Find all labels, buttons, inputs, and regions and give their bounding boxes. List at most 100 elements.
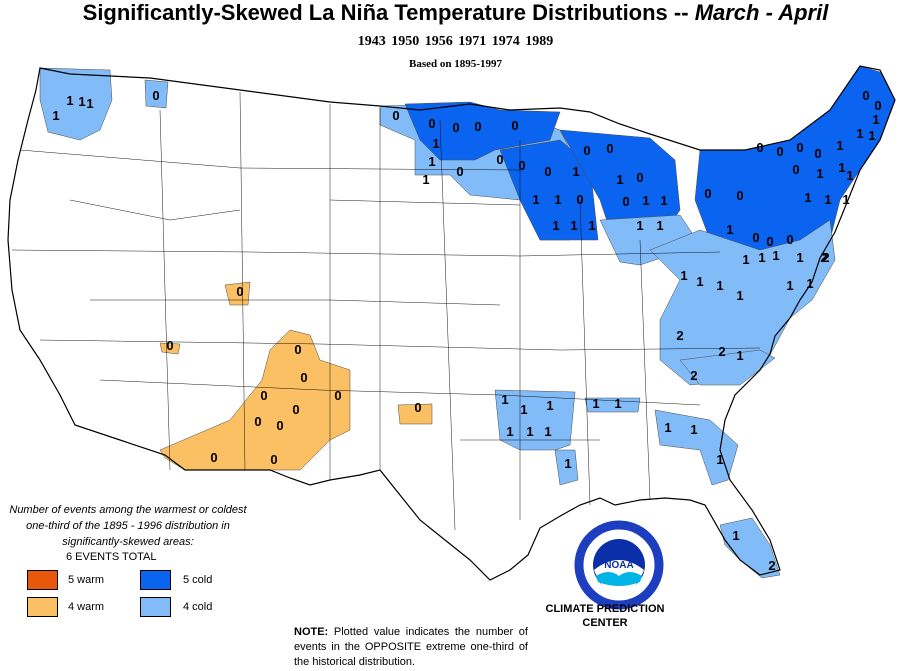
map-value-label: 1 [816,166,823,181]
map-value-label: 1 [664,420,671,435]
title-period: March - April [694,0,829,25]
map-value-label: 1 [544,424,551,439]
map-value-label: 1 [506,424,513,439]
map-value-label: 0 [636,170,643,185]
us-outline [7,65,896,581]
region-nevada-south [159,342,181,355]
map-value-label: 1 [570,218,577,233]
map-value-label: 0 [776,144,783,159]
map-value-label: 1 [842,192,849,207]
title-main: Significantly-Skewed La Niña Temperature… [82,0,689,25]
map-value-label: 0 [874,98,881,113]
map-value-label: 2 [690,368,697,383]
map-value-label: 1 [772,248,779,263]
map-value-label: 1 [526,424,533,439]
region-great-basin [224,281,251,306]
map-value-label: 1 [572,164,579,179]
legend-total: 6 EVENTS TOTAL [66,551,157,563]
map-value-label: 1 [588,218,595,233]
map-value-label: 0 [756,140,763,155]
map-value-label: 0 [474,119,481,134]
agency-name: CLIMATE PREDICTION CENTER [540,602,670,630]
map-value-label: 1 [66,93,73,108]
map-value-label: 1 [564,456,571,471]
map-value-label: 1 [680,268,687,283]
map-value-label: 1 [824,192,831,207]
map-value-label: 1 [872,112,879,127]
map-value-label: 1 [736,348,743,363]
region-texas-panhandle [397,403,433,425]
map-title: Significantly-Skewed La Niña Temperature… [0,0,911,26]
map-value-label: 1 [428,154,435,169]
map-value-label: 0 [544,164,551,179]
map-value-label: 1 [592,396,599,411]
map-value-label: 0 [270,452,277,467]
map-value-label: 1 [856,126,863,141]
region-florida [719,517,781,579]
map-value-label: 0 [766,234,773,249]
map-value-label: 0 [496,152,503,167]
map-value-label: 0 [622,194,629,209]
map-value-label: 2 [676,328,683,343]
map-value-label: 0 [292,402,299,417]
noaa-logo-text: NOAA [604,560,633,571]
event-years: 1943 1950 1956 1971 1974 1989 [357,34,554,49]
map-value-label: 0 [294,342,301,357]
map-value-label: 1 [660,193,667,208]
region-pacific-northwest [39,67,113,141]
map-value-label: 1 [86,96,93,111]
map-value-label: 1 [804,190,811,205]
map-value-label: 0 [152,88,159,103]
map-value-label: 1 [552,218,559,233]
map-value-label: 0 [796,140,803,155]
map-value-label: 1 [636,218,643,233]
map-value-label: 0 [260,388,267,403]
map-value-label: 0 [276,418,283,433]
map-value-label: 0 [752,230,759,245]
map-value-label: 2 [822,250,829,265]
map-value-label: 0 [862,88,869,103]
note-label: NOTE: [294,626,329,638]
map-value-label: 1 [868,128,875,143]
map-value-label: 0 [511,118,518,133]
note-text: Plotted value indicates the number of ev… [294,626,528,668]
map-value-label: 1 [696,274,703,289]
us-border [7,65,896,581]
map-value-label: 2 [768,558,775,573]
region-southwest [159,329,351,471]
legend-label-4-cold: 4 cold [183,601,213,613]
map-value-label: 0 [736,188,743,203]
map-value-label: 0 [254,414,261,429]
legend-swatch-4-cold [140,597,171,617]
map-value-label: 0 [583,143,590,158]
map-value-label: 1 [554,192,561,207]
legend-swatch-5-warm [27,570,58,590]
map-value-label: 0 [606,141,613,156]
base-period: Based on 1895-1997 [409,58,502,70]
map-value-label: 1 [758,250,765,265]
map-value-label: 1 [614,396,621,411]
map-value-label: 0 [428,116,435,131]
map-value-label: 0 [166,338,173,353]
map-value-label: 0 [456,164,463,179]
map-value-label: 1 [422,172,429,187]
map-value-label: 0 [392,108,399,123]
map-value-label: 1 [838,160,845,175]
legend-description: Number of events among the warmest or co… [9,504,247,548]
region-georgia-carolinas [654,409,739,486]
map-value-label: 1 [796,250,803,265]
legend-label-5-cold: 5 cold [183,574,213,586]
map-value-label: 0 [518,158,525,173]
map-value-label: 1 [78,94,85,109]
map-value-label: 1 [846,168,853,183]
region-idaho-panhandle [144,79,169,109]
region-lower-mississippi [554,449,579,486]
map-value-label: 0 [576,192,583,207]
map-value-label: 1 [786,278,793,293]
map-value-label: 1 [690,422,697,437]
map-value-label: 0 [210,450,217,465]
legend-label-4-warm: 4 warm [68,601,105,613]
map-value-label: 2 [718,344,725,359]
map-value-label: 1 [501,392,508,407]
map-value-label: 0 [786,232,793,247]
